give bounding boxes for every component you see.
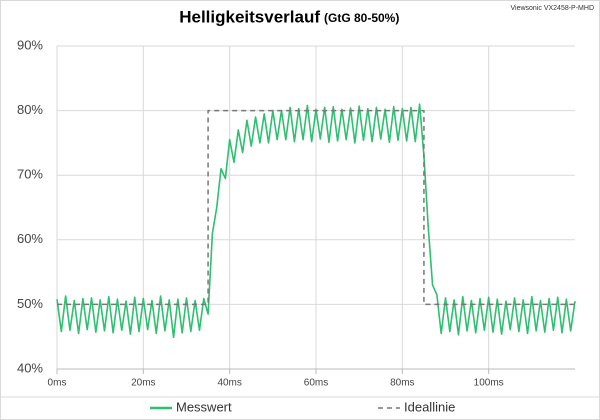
chart-subtitle: (GtG 80-50%) (324, 11, 399, 25)
series-line (56, 103, 576, 339)
series-line (57, 109, 575, 306)
x-tick-label: 20ms (131, 378, 155, 389)
y-tick-label: 60% (17, 231, 43, 246)
x-tick-label: 100ms (474, 378, 504, 389)
legend-label: Messwert (176, 399, 232, 414)
y-tick-label: 40% (17, 360, 43, 375)
y-tick-label: 70% (17, 167, 43, 182)
x-tick-label: 0ms (48, 378, 67, 389)
chart-note: Viewsonic VX2458-P-MHD (510, 5, 594, 12)
y-tick-label: 50% (17, 296, 43, 311)
x-tick-label: 40ms (217, 378, 241, 389)
chart-title: Helligkeitsverlauf (179, 7, 320, 26)
x-tick-label: 80ms (390, 378, 414, 389)
y-tick-label: 80% (17, 102, 43, 117)
x-tick-label: 60ms (304, 378, 328, 389)
legend-label: Ideallinie (404, 399, 455, 414)
y-tick-label: 90% (17, 37, 43, 52)
